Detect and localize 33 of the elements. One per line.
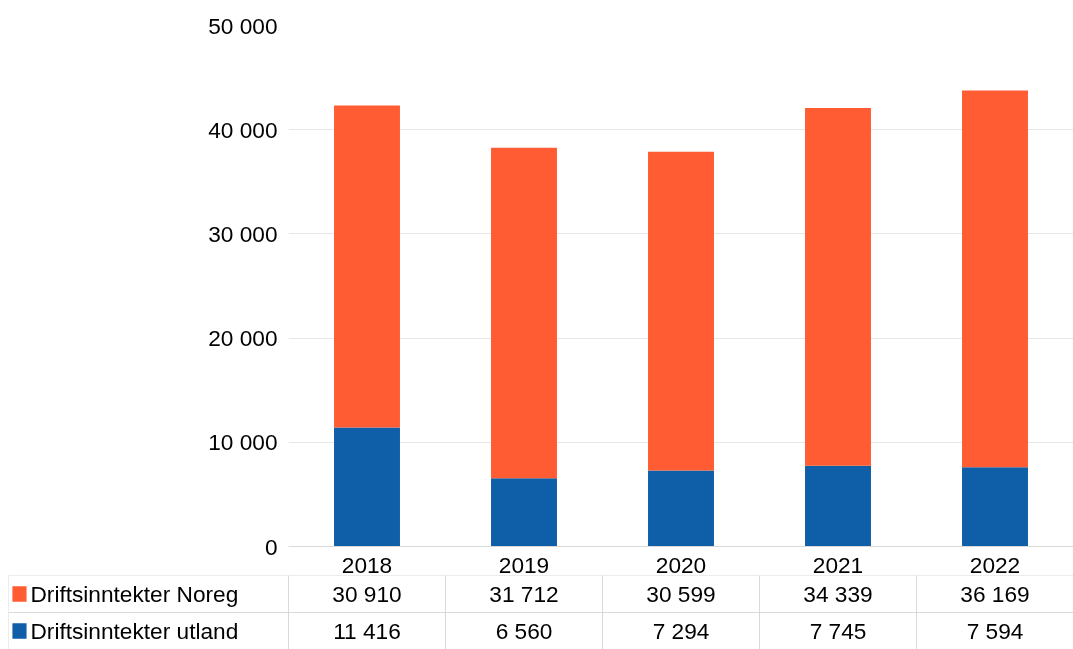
- data-label: 34 339: [803, 581, 873, 607]
- y-tick-label: 20 000: [208, 325, 278, 352]
- x-tick-label: 2022: [969, 551, 1021, 578]
- data-label: 7 294: [652, 618, 710, 644]
- bar: [962, 90, 1028, 468]
- y-tick-label: 0: [264, 533, 278, 560]
- y-tick-label: 10 000: [208, 429, 278, 456]
- y-tick-label: 30 000: [208, 220, 278, 247]
- x-tick-label: 2019: [498, 551, 550, 578]
- data-label: 31 712: [489, 581, 559, 607]
- data-label: 6 560: [495, 618, 553, 644]
- bar: [805, 465, 871, 547]
- data-label: 36 169: [960, 581, 1030, 607]
- bar: [491, 478, 557, 547]
- data-label: 30 599: [646, 581, 716, 607]
- bar: [962, 467, 1028, 547]
- x-tick-label: 2021: [812, 551, 864, 578]
- data-label: 7 745: [809, 618, 867, 644]
- bar: [648, 151, 714, 471]
- data-label: 11 416: [333, 618, 401, 644]
- bar: [491, 147, 557, 479]
- bar: [648, 470, 714, 547]
- legend-label: Driftsinntekter Noreg: [30, 581, 239, 607]
- bar: [334, 105, 400, 428]
- data-label: 30 910: [332, 581, 402, 607]
- legend-label: Driftsinntekter utland: [30, 618, 239, 644]
- bar: [805, 107, 871, 466]
- x-tick-label: 2020: [655, 551, 707, 578]
- y-tick-label: 40 000: [208, 116, 278, 143]
- y-tick-label: 50 000: [208, 12, 278, 39]
- data-label: 7 594: [966, 618, 1024, 644]
- bar: [334, 427, 400, 547]
- x-tick-label: 2018: [341, 551, 393, 578]
